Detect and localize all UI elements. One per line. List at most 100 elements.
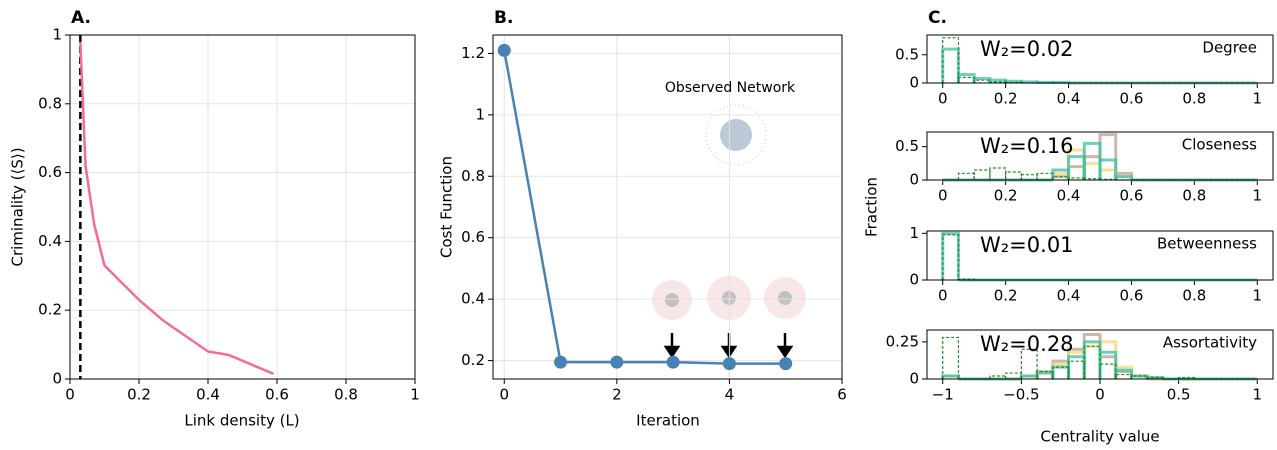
- x-tick-label: 0.4: [196, 386, 220, 404]
- x-tick-label: 6: [837, 386, 847, 404]
- point: [779, 357, 793, 371]
- panel-label: Degree: [1202, 39, 1257, 57]
- panel: 0 0.2 0.4 0.6 0.8 1 0 0.5 W₂=0.16 Closeness: [895, 131, 1274, 205]
- panel-title: B.: [494, 8, 513, 28]
- y-tick-label: 0.25: [886, 332, 919, 350]
- y-tick-label: 0.8: [38, 94, 62, 112]
- histogram-bin: [1036, 370, 1054, 379]
- x-tick-label: 0.2: [127, 386, 151, 404]
- histogram-bin: [1098, 158, 1118, 180]
- axes-frame: [926, 230, 1274, 281]
- y-axis-label: Cost Function: [438, 156, 456, 258]
- x-tick-label: 0: [938, 90, 948, 108]
- x-axis-label: Centrality value: [1040, 428, 1159, 446]
- annotation: W₂=0.28: [980, 332, 1074, 356]
- panel: −1 −0.5 0 0.5 1 0 0.25 W₂=0.28 Assortativity Cent…: [886, 329, 1274, 446]
- panel-title: A.: [71, 8, 91, 28]
- panel-label: Assortativity: [1163, 334, 1257, 352]
- y-tick-label: 0.4: [38, 232, 62, 250]
- panel: 0 0.2 0.4 0.6 0.8 1 0 0.5 W₂=0.02 Degree C. Fractio…: [863, 8, 1274, 237]
- annotation: W₂=0.16: [980, 134, 1074, 158]
- y-tick-label: 1: [52, 26, 62, 44]
- point: [497, 43, 511, 57]
- x-tick-label: 0.8: [1182, 187, 1206, 205]
- y-tick-label: 0: [52, 370, 62, 388]
- panel-label: Betweenness: [1157, 235, 1257, 253]
- x-tick-label: 0: [938, 287, 948, 305]
- arrows: [663, 333, 794, 359]
- x-tick-label: 0: [1095, 386, 1105, 404]
- x-tick-label: 1: [410, 386, 420, 404]
- histogram-bin: [1067, 355, 1086, 379]
- y-tick-label: 0: [909, 370, 919, 388]
- panel-title: C.: [928, 8, 947, 28]
- y-tick-label: 0.4: [461, 290, 485, 308]
- histogram-bin: [1005, 372, 1022, 379]
- x-tick-label: 0.8: [1182, 287, 1206, 305]
- histogram-bin: [1020, 174, 1038, 180]
- histogram-bin: [1082, 141, 1102, 180]
- y-tick-label: 1.2: [461, 44, 485, 62]
- y-tick-label: 0: [909, 171, 919, 189]
- axes-frame: [926, 34, 1274, 84]
- histogram-bin: [1067, 360, 1085, 379]
- y-tick-label: 0.6: [38, 163, 62, 181]
- line: [79, 41, 275, 375]
- x-tick-label: −1: [932, 386, 954, 404]
- x-tick-label: 0.6: [1120, 187, 1144, 205]
- histogram-bin: [1051, 168, 1071, 180]
- panel: 0 2 4 6 0.2 0.4 0.6 0.8 1 1.2 B. Iteration Cost Func…: [438, 8, 847, 430]
- axes-frame: [926, 329, 1274, 380]
- point: [610, 355, 624, 369]
- y-tick-label: 0.2: [461, 351, 485, 369]
- histogram-bin: [956, 73, 976, 83]
- y-tick-label: 0.8: [461, 167, 485, 185]
- histogram-bin: [941, 47, 960, 83]
- x-tick-label: 0.4: [1057, 187, 1081, 205]
- x-axis-label: Link density (L): [184, 412, 299, 430]
- x-tick-label: 0.8: [1182, 90, 1206, 108]
- annotation: W₂=0.02: [980, 37, 1074, 61]
- histogram-bin: [1099, 363, 1117, 379]
- histogram-bin: [973, 79, 991, 83]
- histogram-bin: [1114, 370, 1133, 379]
- x-tick-label: 4: [725, 386, 735, 404]
- x-tick-label: 0.6: [1120, 287, 1144, 305]
- y-tick-label: 0.2: [38, 301, 62, 319]
- histogram-bin: [1020, 348, 1038, 379]
- x-tick-label: 1: [1252, 187, 1262, 205]
- histogram-bin: [1114, 175, 1133, 180]
- histogram-bin: [942, 336, 960, 379]
- x-tick-label: 1: [1252, 90, 1262, 108]
- x-tick-label: 0: [499, 386, 509, 404]
- panel: 0 0.2 0.4 0.6 0.8 1 0 0.2 0.4 0.6 0.8 1 A. Link densi…: [9, 8, 420, 430]
- y-axis-label: Fraction: [863, 177, 881, 237]
- histogram-bin: [942, 234, 960, 280]
- point: [554, 355, 568, 369]
- axes-frame: [926, 131, 1274, 181]
- panel: 0 0.2 0.4 0.6 0.8 1 0 1 W₂=0.01 Betweenness: [909, 224, 1274, 305]
- y-tick-label: 0.6: [461, 228, 485, 246]
- x-tick-label: 0.6: [1120, 90, 1144, 108]
- y-tick-label: 0: [909, 74, 919, 92]
- histogram-bin: [1082, 155, 1102, 180]
- line: [503, 50, 786, 365]
- histogram-bin: [1005, 171, 1022, 180]
- x-tick-label: 0.6: [265, 386, 289, 404]
- axes-frame: [69, 34, 416, 380]
- x-tick-label: 1: [1252, 386, 1262, 404]
- x-tick-label: 2: [612, 386, 622, 404]
- x-tick-label: 0.4: [1057, 90, 1081, 108]
- y-tick-label: 0.5: [895, 137, 919, 155]
- histogram-bin: [1098, 168, 1118, 180]
- x-axis-label: Iteration: [636, 412, 700, 430]
- histogram-bin: [989, 167, 1007, 180]
- histogram-bin: [941, 231, 960, 280]
- panel-label: Closeness: [1182, 136, 1257, 154]
- histogram-bin: [957, 76, 975, 83]
- point: [722, 357, 736, 371]
- histogram-bin: [1036, 172, 1054, 180]
- x-tick-label: 0.5: [1167, 386, 1191, 404]
- x-tick-label: 0.8: [334, 386, 358, 404]
- histogram-bin: [1082, 161, 1102, 180]
